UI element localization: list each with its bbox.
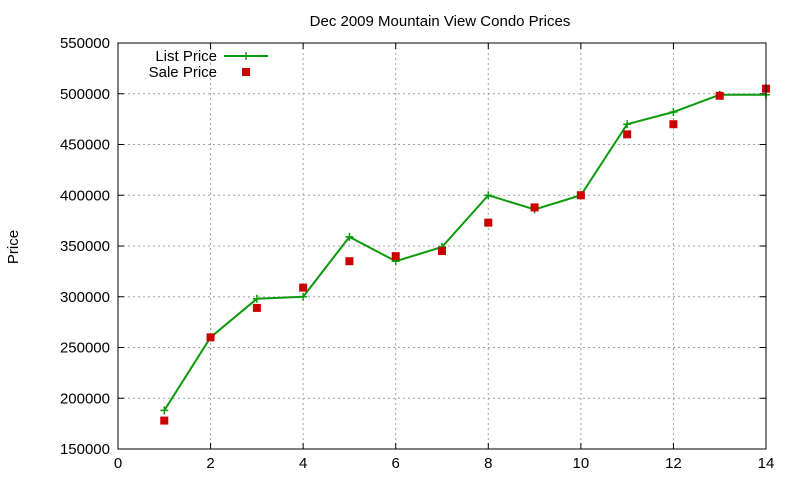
y-tick-label: 300000 xyxy=(60,289,110,306)
chart-title: Dec 2009 Mountain View Condo Prices xyxy=(310,13,571,30)
data-point-sale-price xyxy=(623,130,632,139)
y-tick-label: 250000 xyxy=(60,340,110,357)
data-point-sale-price xyxy=(391,252,400,261)
data-point-sale-price xyxy=(715,91,724,100)
legend-label-list-price: List Price xyxy=(155,48,217,65)
data-series xyxy=(160,84,770,425)
data-point-list-price xyxy=(623,120,632,129)
data-point-sale-price xyxy=(345,257,354,266)
legend-marker-list-price xyxy=(242,52,250,60)
x-tick-label: 4 xyxy=(299,455,307,472)
y-tick-label: 350000 xyxy=(60,238,110,255)
y-tick-label: 450000 xyxy=(60,137,110,154)
x-tick-label: 0 xyxy=(114,455,122,472)
data-point-list-price xyxy=(484,191,493,200)
x-tick-label: 2 xyxy=(206,455,214,472)
y-tick-label: 150000 xyxy=(60,441,110,458)
data-point-sale-price xyxy=(206,333,215,342)
x-tick-label: 10 xyxy=(573,455,590,472)
axis-ticks: 1500002000002500003000003500004000004500… xyxy=(60,35,774,472)
grid-lines xyxy=(118,43,766,449)
x-tick-label: 14 xyxy=(758,455,775,472)
series-line-list-price xyxy=(163,93,766,411)
data-point-list-price xyxy=(669,108,678,117)
data-point-list-price xyxy=(160,406,169,415)
data-point-sale-price xyxy=(576,191,585,200)
x-tick-label: 6 xyxy=(392,455,400,472)
x-tick-label: 8 xyxy=(484,455,492,472)
y-axis-label: Price xyxy=(5,230,22,264)
data-point-sale-price xyxy=(252,303,261,312)
legend-label-sale-price: Sale Price xyxy=(149,64,217,81)
data-point-sale-price xyxy=(438,247,446,256)
y-tick-label: 550000 xyxy=(60,35,110,52)
legend: List Price Sale Price xyxy=(149,48,268,81)
data-point-sale-price xyxy=(160,416,169,425)
plot-frame xyxy=(117,42,767,450)
data-point-sale-price xyxy=(299,283,308,292)
data-point-list-price xyxy=(299,292,308,301)
data-point-sale-price xyxy=(669,120,678,129)
y-tick-label: 500000 xyxy=(60,86,110,103)
data-point-sale-price xyxy=(484,218,493,227)
legend-marker-sale-price xyxy=(242,68,250,76)
data-point-sale-price xyxy=(530,203,539,212)
data-point-list-price xyxy=(345,232,354,241)
x-tick-label: 12 xyxy=(665,455,682,472)
y-tick-label: 400000 xyxy=(60,187,110,204)
data-point-list-price xyxy=(252,294,261,303)
y-tick-label: 200000 xyxy=(60,390,110,407)
